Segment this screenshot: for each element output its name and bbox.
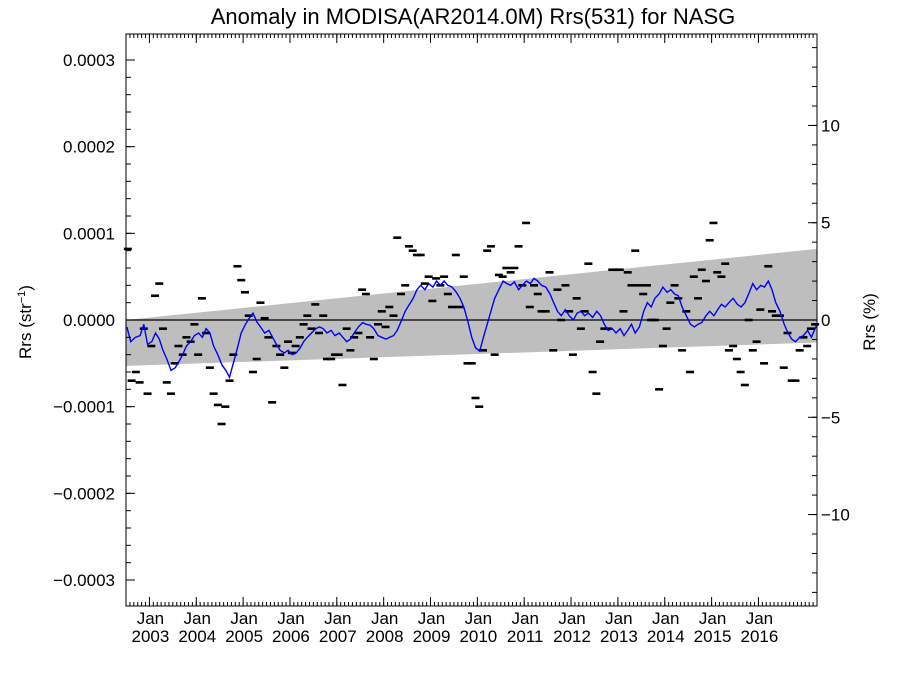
plot-area: −0.0003 −0.0002 −0.0001 0.0000 0.0001 0.0002 0… bbox=[53, 33, 850, 646]
chart-title: Anomaly in MODISA(AR2014.0M) Rrs(531) fo… bbox=[211, 4, 736, 29]
x-tick-label-year: 2005 bbox=[225, 627, 263, 646]
y-tick-label-right: −10 bbox=[821, 506, 850, 525]
x-tick-label-month: Jan bbox=[652, 609, 679, 628]
y-axis-left-title: Rrs (str−1) bbox=[16, 285, 35, 359]
x-tick-label-month: Jan bbox=[184, 609, 211, 628]
x-tick-label-year: 2004 bbox=[178, 627, 216, 646]
y-tick-label-right: 10 bbox=[821, 116, 840, 135]
y-tick-label-left: 0.0001 bbox=[63, 224, 115, 243]
y-axis-left-title-text: Rrs (str−1) bbox=[16, 285, 35, 359]
y-tick-label-left: 0.0003 bbox=[63, 51, 115, 70]
x-tick-label-year: 2014 bbox=[647, 627, 685, 646]
x-tick-label-month: Jan bbox=[418, 609, 445, 628]
y-axis-right-title-text: Rrs (%) bbox=[860, 293, 879, 351]
x-tick-label-month: Jan bbox=[605, 609, 632, 628]
y-tick-label-left: −0.0003 bbox=[53, 571, 115, 590]
x-tick-label-month: Jan bbox=[465, 609, 492, 628]
x-tick-label-month: Jan bbox=[699, 609, 726, 628]
x-tick-label-year: 2016 bbox=[741, 627, 779, 646]
y-tick-label-left: −0.0001 bbox=[53, 398, 115, 417]
y-tick-label-right: 5 bbox=[821, 214, 830, 233]
smoothed-series-line bbox=[126, 277, 818, 380]
y-tick-label-right: 0 bbox=[821, 311, 830, 330]
x-tick-label-month: Jan bbox=[558, 609, 585, 628]
x-tick-label-month: Jan bbox=[324, 609, 351, 628]
x-tick-label-month: Jan bbox=[511, 609, 538, 628]
y-tick-label-left: 0.0002 bbox=[63, 138, 115, 157]
y-tick-label-left: −0.0002 bbox=[53, 484, 115, 503]
x-tick-label-month: Jan bbox=[371, 609, 398, 628]
x-tick-label-year: 2009 bbox=[413, 627, 451, 646]
x-tick-label-year: 2015 bbox=[694, 627, 732, 646]
y-tick-label-left: 0.0000 bbox=[63, 311, 115, 330]
x-tick-label-year: 2010 bbox=[459, 627, 497, 646]
x-tick-label-month: Jan bbox=[137, 609, 164, 628]
y-tick-label-right: −5 bbox=[821, 408, 840, 427]
x-tick-label-month: Jan bbox=[230, 609, 257, 628]
y-axis-right-title: Rrs (%) bbox=[860, 293, 879, 351]
x-tick-label-year: 2011 bbox=[507, 627, 544, 646]
x-tick-label-year: 2003 bbox=[132, 627, 170, 646]
x-tick-label-year: 2013 bbox=[600, 627, 638, 646]
x-tick-label-month: Jan bbox=[746, 609, 773, 628]
x-tick-label-year: 2012 bbox=[553, 627, 591, 646]
x-tick-label-year: 2006 bbox=[272, 627, 310, 646]
x-tick-label-year: 2008 bbox=[366, 627, 404, 646]
x-tick-label-year: 2007 bbox=[319, 627, 357, 646]
x-tick-label-month: Jan bbox=[277, 609, 304, 628]
